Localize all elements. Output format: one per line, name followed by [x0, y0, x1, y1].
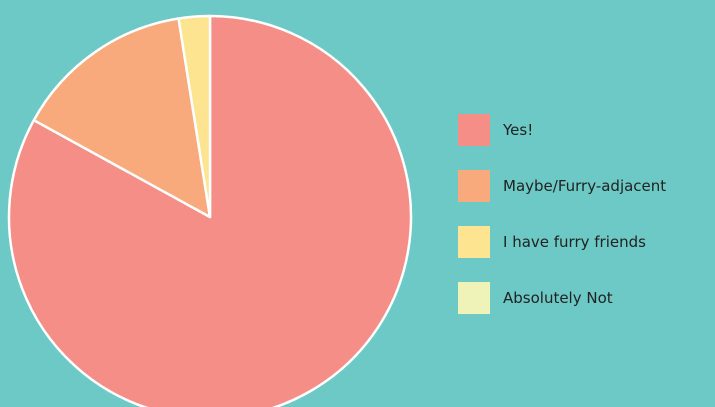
legend-swatch-furry-friends: [458, 226, 490, 258]
pie-slice-maybe[interactable]: [32, 17, 212, 219]
legend-item-absolutely-not[interactable]: Absolutely Not: [458, 282, 666, 314]
legend-swatch-maybe: [458, 170, 490, 202]
chart-legend: Yes! Maybe/Furry-adjacent I have furry f…: [458, 114, 666, 338]
legend-item-yes[interactable]: Yes!: [458, 114, 666, 146]
legend-label-furry-friends: I have furry friends: [503, 233, 646, 251]
legend-label-absolutely-not: Absolutely Not: [503, 289, 613, 307]
legend-label-maybe: Maybe/Furry-adjacent: [503, 177, 667, 195]
legend-item-maybe[interactable]: Maybe/Furry-adjacent: [458, 170, 666, 202]
pie-slice-furry-friends[interactable]: [177, 14, 212, 219]
legend-label-yes: Yes!: [503, 121, 534, 139]
legend-swatch-absolutely-not: [458, 282, 490, 314]
legend-swatch-yes: [458, 114, 490, 146]
legend-item-furry-friends[interactable]: I have furry friends: [458, 226, 666, 258]
